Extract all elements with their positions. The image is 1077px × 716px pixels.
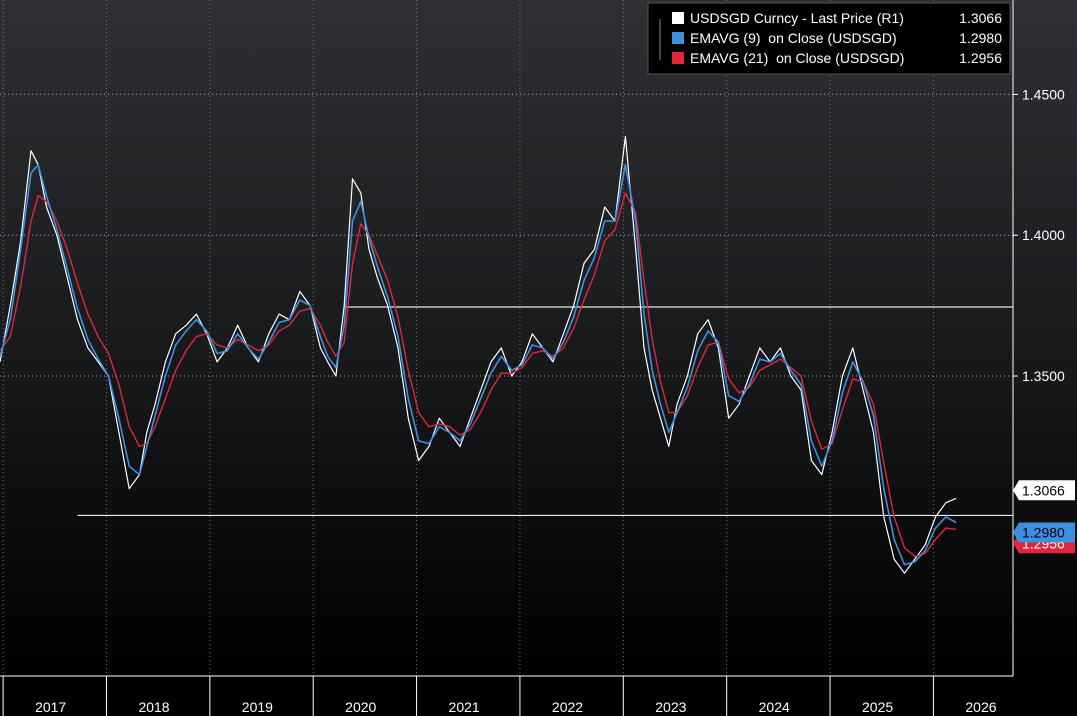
x-tick-label: 2022 <box>552 699 583 715</box>
x-tick-label: 2017 <box>35 699 66 715</box>
grid-lines <box>0 0 1013 676</box>
x-axis-ticks: 2017 2018 2019 2020 2021 2022 2023 2024 2025 2026 <box>2 676 997 716</box>
x-tick-label: 2025 <box>862 699 893 715</box>
x-tick-label: 2024 <box>759 699 790 715</box>
last-value-tag-0: 1.3066 <box>1013 480 1075 501</box>
series-line-2 <box>0 192 957 557</box>
x-tick-label: 2018 <box>138 699 169 715</box>
last-value-tag-1: 1.2980 <box>1013 522 1075 543</box>
y-axis-ticks: 1.4500 1.4000 1.3500 <box>1013 86 1065 384</box>
y-tick-label: 1.4000 <box>1022 227 1065 243</box>
plot-background <box>0 0 1077 676</box>
last-value-tag-text: 1.3066 <box>1022 482 1065 498</box>
last-value-tag-shape <box>1013 522 1075 543</box>
x-tick-label: 2023 <box>655 699 686 715</box>
legend-value-ema9: 1.2980 <box>959 30 1002 46</box>
last-value-tag-text: 1.2980 <box>1022 524 1065 540</box>
legend-label-price: USDSGD Curncy - Last Price (R1) <box>690 10 904 26</box>
legend-value-price: 1.3066 <box>959 10 1002 26</box>
x-tick-label: 2019 <box>242 699 273 715</box>
legend-label-ema21: EMAVG (21) on Close (USDSGD) <box>690 50 904 66</box>
y-tick-label: 1.4500 <box>1022 86 1065 102</box>
x-tick-label: 2021 <box>449 699 480 715</box>
y-tick-label: 1.3500 <box>1022 368 1065 384</box>
legend-value-ema21: 1.2956 <box>959 50 1002 66</box>
legend: USDSGD Curncy - Last Price (R1) EMAVG (9… <box>647 2 1011 75</box>
legend-label-ema9: EMAVG (9) on Close (USDSGD) <box>690 30 897 46</box>
series-line-1 <box>0 164 957 566</box>
last-value-tag-shape <box>1013 480 1075 501</box>
series-lines <box>0 136 957 574</box>
x-axis-band <box>0 676 1077 716</box>
x-tick-label: 2026 <box>965 699 996 715</box>
series-line-0 <box>0 136 957 574</box>
legend-swatch-price <box>672 12 684 24</box>
legend-box <box>647 2 1011 75</box>
legend-swatch-ema21 <box>672 52 684 64</box>
reference-lines <box>77 306 1013 517</box>
x-tick-label: 2020 <box>345 699 376 715</box>
legend-swatch-ema9 <box>672 32 684 44</box>
